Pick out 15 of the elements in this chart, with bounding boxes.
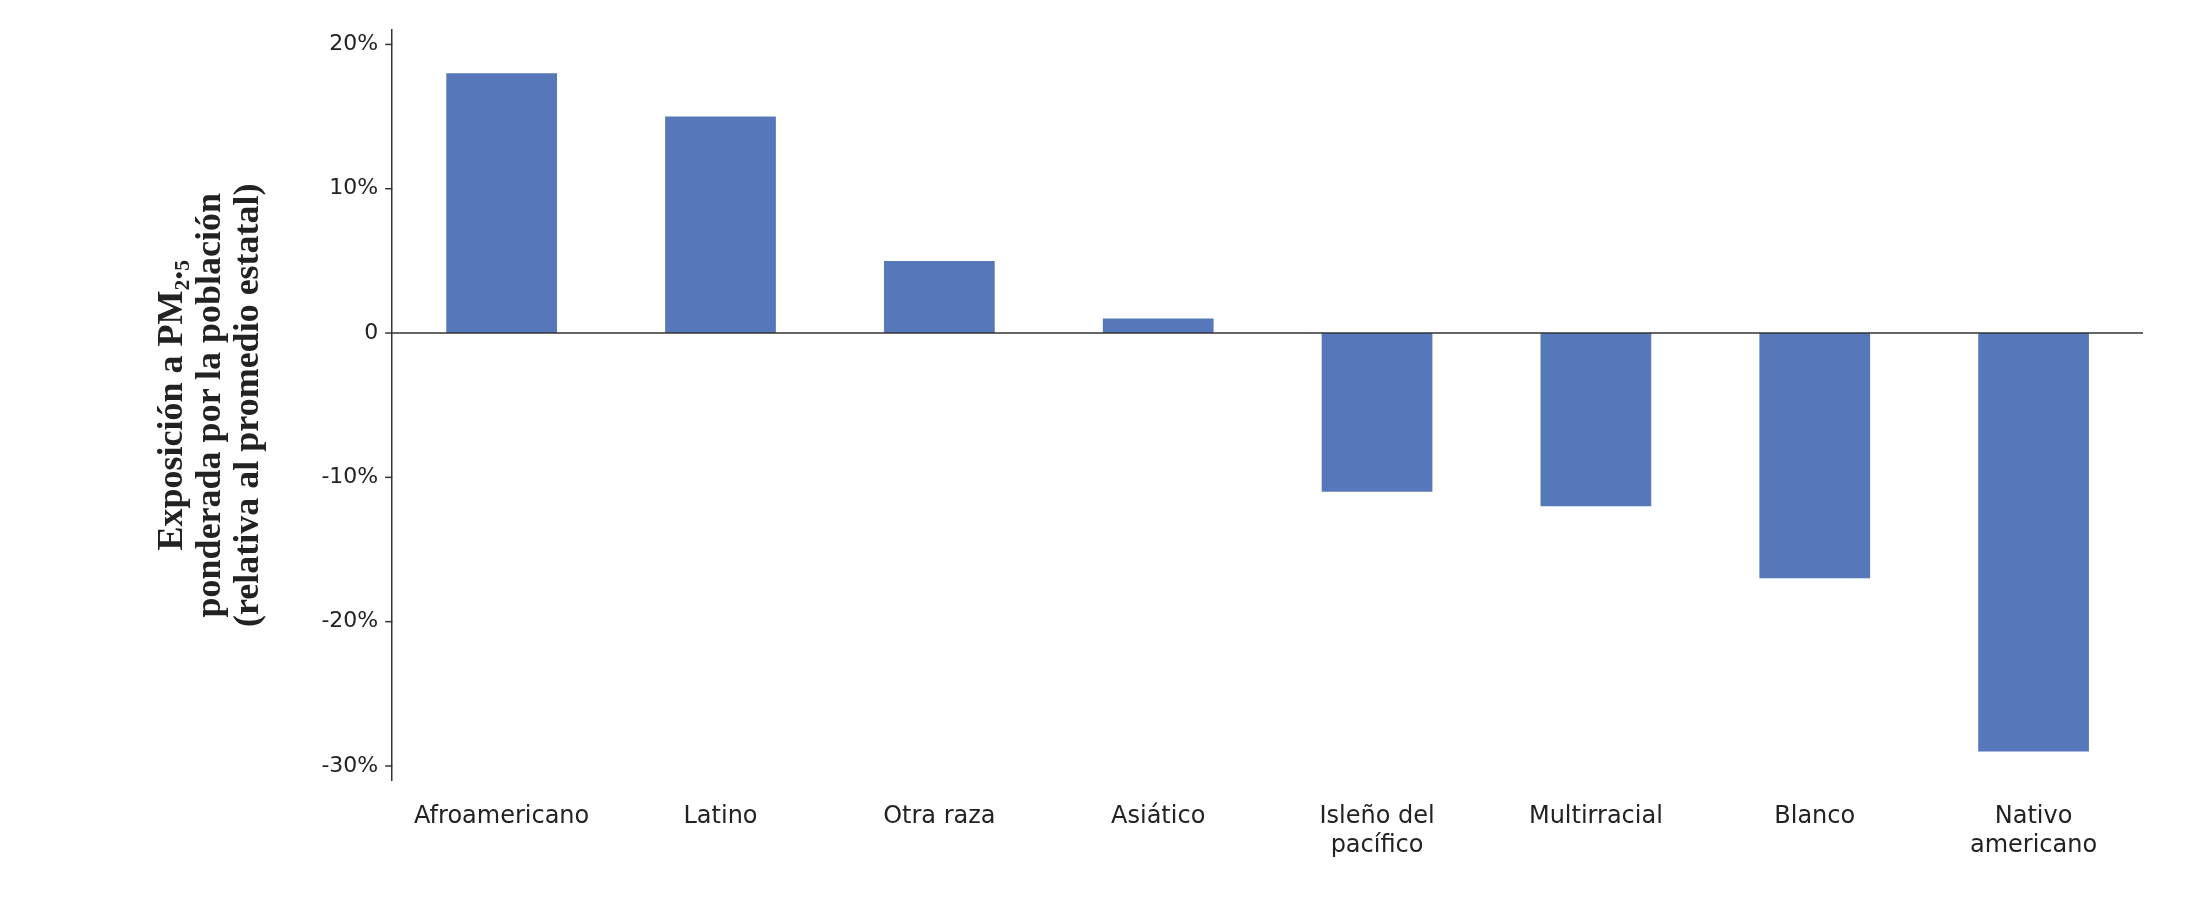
y-tick-label: -30% bbox=[321, 751, 379, 777]
y-axis-title: Exposición a PM₂.₅ ponderada por la población (relativa al promedio estatal) bbox=[150, 183, 266, 627]
x-tick-label: Afroamericano bbox=[414, 801, 590, 830]
y-tick-label: 10% bbox=[329, 174, 379, 200]
x-tick-label: Blanco bbox=[1774, 801, 1856, 830]
y-tick-label: 0 bbox=[364, 318, 379, 344]
x-tick-label: Nativo americano bbox=[1969, 801, 2098, 858]
x-tick-label: Isleño del pacífico bbox=[1319, 801, 1435, 858]
x-tick-label: Multirracial bbox=[1528, 801, 1663, 830]
y-tick-label: -20% bbox=[321, 607, 379, 633]
x-tick-label: Asiático bbox=[1111, 801, 1206, 830]
x-tick-label: Otra raza bbox=[883, 801, 996, 830]
x-tick-label: Latino bbox=[683, 801, 758, 830]
y-tick-label: 20% bbox=[329, 30, 379, 56]
y-tick-label: -10% bbox=[321, 463, 379, 489]
